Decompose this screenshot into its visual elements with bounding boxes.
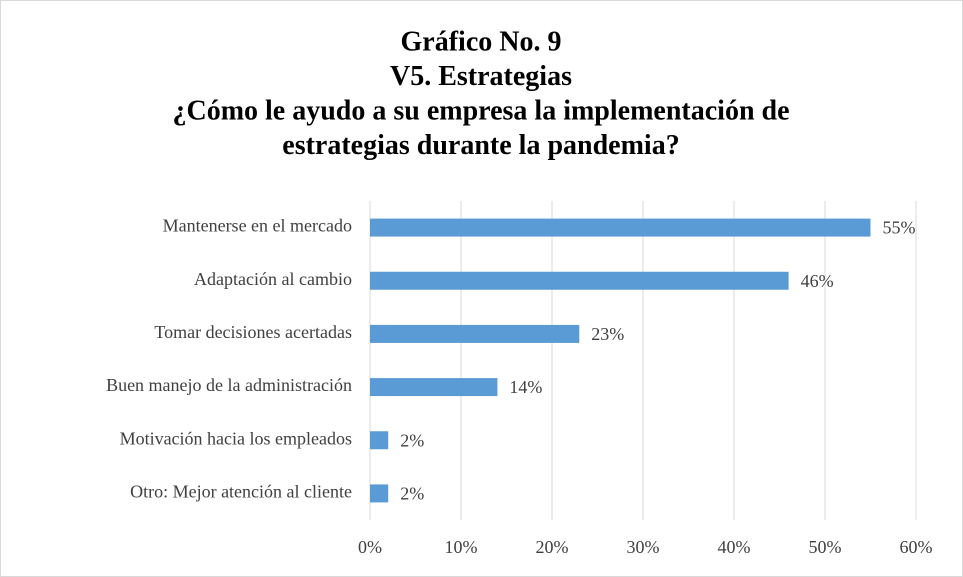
data-label: 2% (400, 484, 424, 504)
x-tick-label: 50% (809, 537, 842, 557)
bar (370, 218, 871, 237)
data-label: 46% (801, 271, 834, 291)
y-tick-label: Buen manejo de la administración (106, 375, 352, 395)
y-tick-label: Otro: Mejor atención al cliente (130, 482, 352, 502)
y-tick-label: Motivación hacia los empleados (120, 428, 352, 448)
data-label: 23% (591, 324, 624, 344)
x-tick-label: 0% (358, 537, 382, 557)
bar (370, 431, 389, 450)
data-label: 55% (883, 218, 916, 238)
y-tick-label: Adaptación al cambio (194, 269, 352, 289)
chart-title: Gráfico No. 9 (401, 26, 562, 57)
data-label: 14% (509, 377, 542, 397)
bar (370, 484, 389, 503)
x-tick-label: 20% (536, 537, 569, 557)
chart-title: ¿Cómo le ayudo a su empresa la implement… (172, 95, 789, 126)
y-tick-label: Mantenerse en el mercado (163, 216, 352, 236)
bar (370, 324, 580, 343)
data-label: 2% (400, 430, 424, 450)
chart-title: V5. Estrategias (390, 61, 572, 92)
x-tick-label: 10% (445, 537, 478, 557)
x-tick-label: 40% (718, 537, 751, 557)
x-tick-label: 60% (900, 537, 933, 557)
bar (370, 378, 498, 397)
x-tick-label: 30% (627, 537, 660, 557)
y-tick-label: Tomar decisiones acertadas (154, 322, 352, 342)
bar (370, 271, 789, 290)
chart-title: estrategias durante la pandemia? (282, 130, 679, 161)
